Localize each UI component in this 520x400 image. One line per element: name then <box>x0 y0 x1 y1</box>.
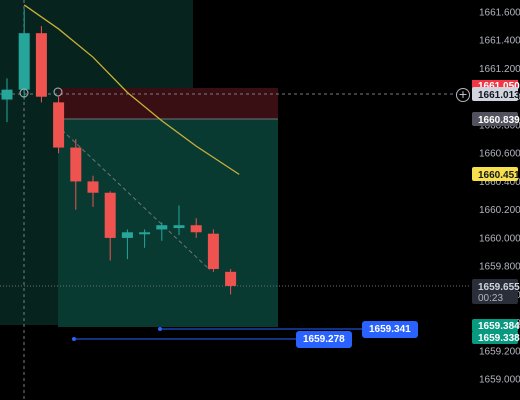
price-tick-6: 1660.400 <box>479 177 520 188</box>
price-tick-8: 1660.000 <box>479 233 520 244</box>
trend-line[interactable] <box>61 129 211 271</box>
ma-value-text: 1660.451 <box>478 170 520 181</box>
last-price-text: 1659.655 <box>478 282 520 293</box>
alert-tag-2[interactable]: 1659.278 <box>296 331 352 348</box>
entry-marker-right[interactable] <box>53 87 63 97</box>
risk-zone <box>58 88 278 119</box>
countdown-text: 00:23 <box>478 293 503 304</box>
stop-level-badge <box>472 112 518 126</box>
candle-body-12[interactable] <box>207 233 219 269</box>
green-badge-1-text: 1659.384 <box>478 321 520 332</box>
candle-body-3[interactable] <box>53 102 65 148</box>
candle-body-2[interactable] <box>35 33 47 97</box>
candle-body-4[interactable] <box>70 147 82 182</box>
candle-body-10[interactable] <box>173 225 185 229</box>
candle-body-8[interactable] <box>139 232 151 235</box>
price-tick-7: 1660.200 <box>479 205 520 216</box>
crosshair-price-badge <box>472 87 518 101</box>
candle-body-0[interactable] <box>1 89 13 100</box>
price-tick-13: 1659.000 <box>479 375 520 386</box>
price-tick-0: 1661.600 <box>479 8 520 19</box>
green-badge-1 <box>472 319 518 332</box>
alert-line-2-handle[interactable] <box>72 337 76 341</box>
add-plus-icon[interactable]: + <box>456 88 470 102</box>
candle-body-1[interactable] <box>18 33 30 90</box>
candle-body-9[interactable] <box>156 225 168 230</box>
price-tick-5: 1660.600 <box>479 149 520 160</box>
candle-body-7[interactable] <box>121 232 133 238</box>
entry-marker-left[interactable] <box>19 88 29 98</box>
green-badge-2 <box>472 331 518 344</box>
alert-tag-1[interactable]: 1659.341 <box>362 321 418 338</box>
moving-average-line <box>23 4 240 175</box>
hidden-red-badge-text: 1661.050 <box>478 81 520 92</box>
alert-line-1-handle[interactable] <box>158 327 162 331</box>
price-tick-2: 1661.200 <box>479 64 520 75</box>
price-tick-12: 1659.200 <box>479 346 520 357</box>
stop-level-text: 1660.839 <box>478 115 520 126</box>
reward-zone <box>58 119 278 327</box>
price-tick-1: 1661.400 <box>479 36 520 47</box>
candle-body-5[interactable] <box>87 181 99 193</box>
candle-body-11[interactable] <box>190 225 202 233</box>
candles-group <box>1 9 237 295</box>
ma-value-badge <box>472 167 518 181</box>
last-price-badge <box>472 279 518 304</box>
green-badge-2-text: 1659.338 <box>478 333 520 344</box>
crosshair-price-text: 1661.013 <box>478 90 520 101</box>
candle-body-13[interactable] <box>225 271 237 286</box>
price-tick-9: 1659.800 <box>479 262 520 273</box>
candle-body-6[interactable] <box>104 192 116 238</box>
